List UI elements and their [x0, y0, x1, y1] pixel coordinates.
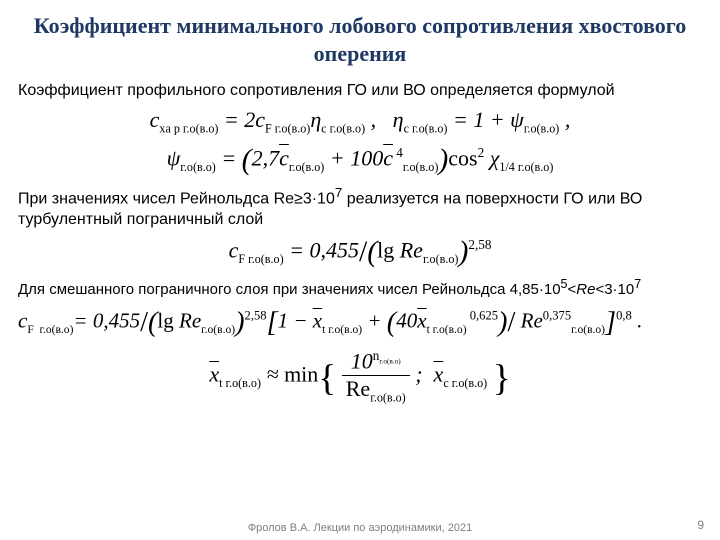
formula-5: xt г.о(в.о) ≈ min{ 10nг.о(в.о)Reг.о(в.о)… [18, 349, 702, 404]
slide-title: Коэффициент минимального лобового сопрот… [18, 12, 702, 67]
paragraph-1: Коэффициент профильного сопротивления ГО… [18, 81, 702, 101]
formula-3: cF г.о(в.о) = 0,455/(lg Reг.о(в.о))2,58 [18, 236, 702, 269]
footer-credit: Фролов В.А. Лекции по аэродинамики, 2021 [0, 522, 720, 534]
formula-2: ψг.о(в.о) = (2,7cг.о(в.о) + 100c 4г.о(в.… [18, 144, 702, 177]
paragraph-3: Для смешанного пограничного слоя при зна… [18, 277, 702, 300]
formula-1: cxa p г.о(в.о) = 2cF г.о(в.о)ηc г.о(в.о)… [18, 107, 702, 136]
formula-4: cF г.о(в.о)= 0,455/(lg Reг.о(в.о))2,58[1… [18, 307, 702, 339]
page-number: 9 [697, 518, 704, 532]
paragraph-2: При значениях чисел Рейнольдса Re≥3·107 … [18, 185, 702, 229]
